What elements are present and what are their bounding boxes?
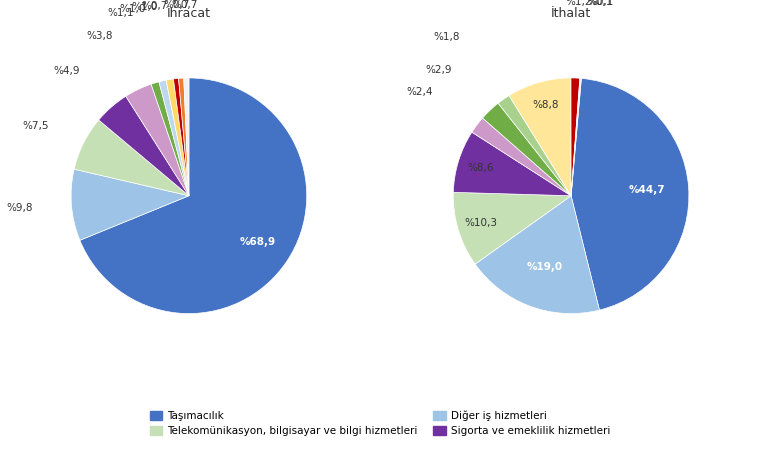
Text: %44,7: %44,7	[629, 185, 666, 195]
Text: %19,0: %19,0	[527, 262, 562, 272]
Text: %68,9: %68,9	[240, 237, 276, 247]
Wedge shape	[151, 82, 189, 196]
Wedge shape	[453, 132, 571, 196]
Text: %0,7: %0,7	[141, 0, 168, 11]
Text: %2,4: %2,4	[406, 86, 432, 97]
Wedge shape	[99, 96, 189, 196]
Wedge shape	[453, 192, 571, 264]
Legend: Taşımacılık, Telekomünikasyon, bilgisayar ve bilgi hizmetleri, Diğer iş hizmetle: Taşımacılık, Telekomünikasyon, bilgisaya…	[145, 406, 615, 440]
Text: %4,9: %4,9	[53, 66, 79, 76]
Wedge shape	[179, 78, 189, 196]
Text: %2,9: %2,9	[426, 65, 452, 75]
Text: %0,1: %0,1	[587, 0, 614, 7]
Text: %1,1: %1,1	[107, 8, 134, 18]
Wedge shape	[80, 78, 307, 314]
Text: %7,5: %7,5	[22, 121, 49, 131]
Wedge shape	[126, 84, 189, 196]
Wedge shape	[509, 78, 571, 196]
Title: İthalat: İthalat	[551, 7, 591, 20]
Wedge shape	[472, 118, 571, 196]
Text: %1,0: %1,0	[119, 4, 146, 14]
Text: %0,1: %0,1	[586, 0, 613, 7]
Text: %1,2: %1,2	[565, 0, 591, 7]
Text: %1,0: %1,0	[131, 2, 158, 12]
Text: %0,7: %0,7	[172, 0, 198, 9]
Wedge shape	[571, 78, 580, 196]
Wedge shape	[483, 103, 571, 196]
Text: %8,6: %8,6	[468, 163, 494, 173]
Text: %1,8: %1,8	[433, 32, 460, 42]
Wedge shape	[173, 78, 189, 196]
Wedge shape	[571, 78, 689, 310]
Wedge shape	[71, 169, 189, 240]
Wedge shape	[74, 120, 189, 196]
Text: %8,8: %8,8	[532, 100, 559, 110]
Wedge shape	[159, 80, 189, 196]
Text: %9,8: %9,8	[6, 203, 33, 213]
Text: %0,7: %0,7	[163, 0, 189, 10]
Wedge shape	[166, 79, 189, 196]
Text: %10,3: %10,3	[464, 218, 497, 228]
Title: İhracat: İhracat	[167, 7, 211, 20]
Wedge shape	[571, 78, 581, 196]
Wedge shape	[184, 78, 189, 196]
Text: %3,8: %3,8	[86, 31, 112, 40]
Wedge shape	[475, 196, 600, 314]
Wedge shape	[498, 95, 571, 196]
Wedge shape	[571, 78, 581, 196]
